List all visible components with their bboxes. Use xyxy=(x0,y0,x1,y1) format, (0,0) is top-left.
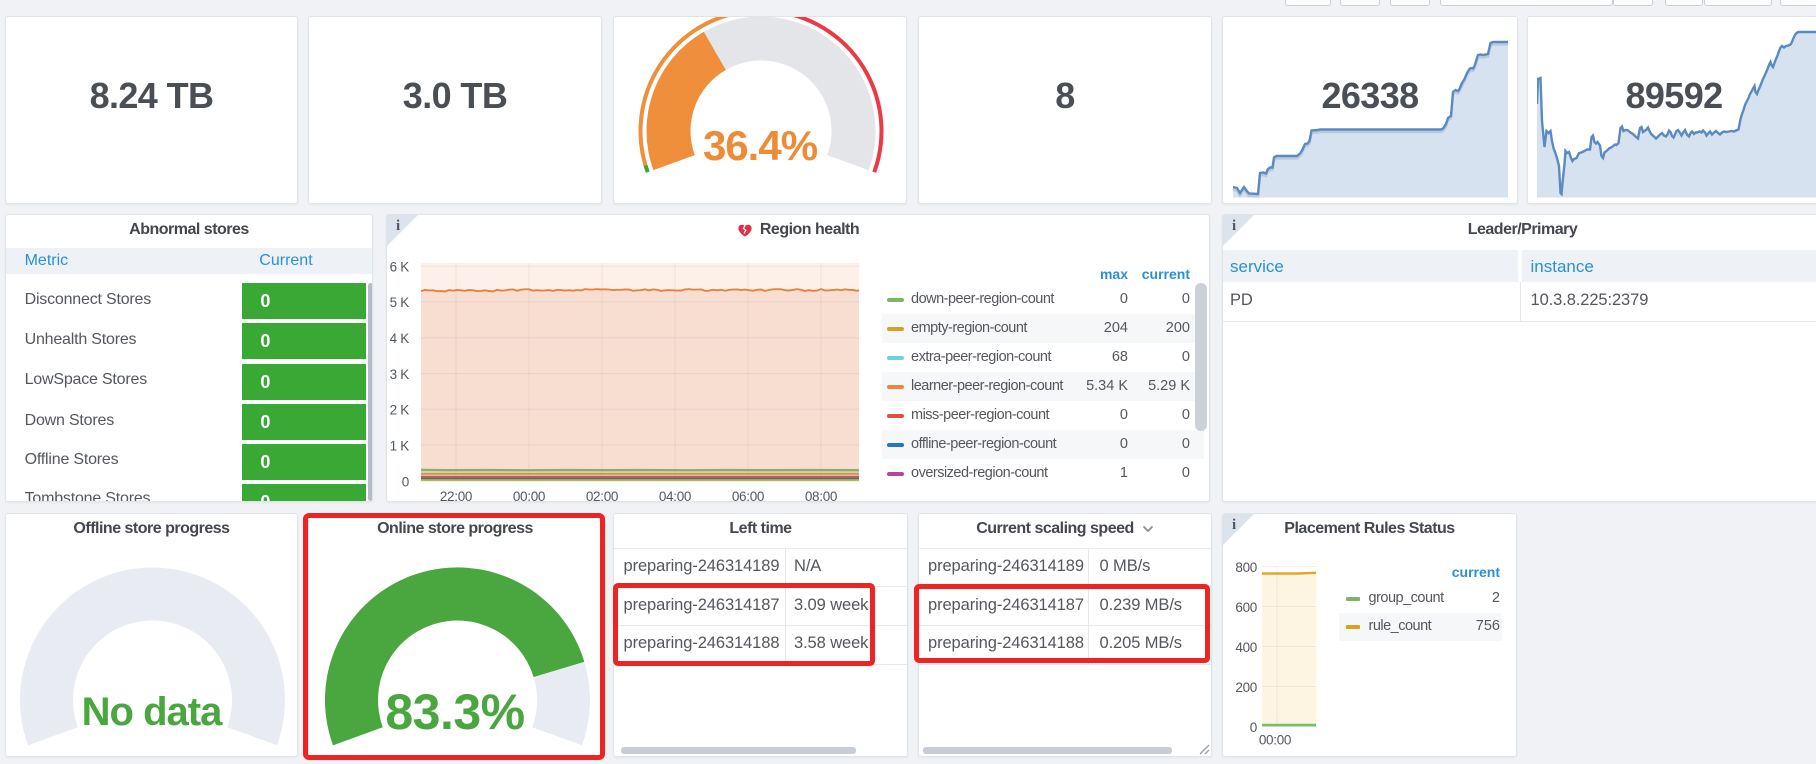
svg-text:06:00: 06:00 xyxy=(732,489,764,502)
svg-text:800: 800 xyxy=(1235,560,1257,575)
svg-text:00:00: 00:00 xyxy=(513,489,545,502)
svg-text:02:00: 02:00 xyxy=(586,489,618,502)
svg-text:22:00: 22:00 xyxy=(440,489,472,502)
svg-text:4 K: 4 K xyxy=(390,331,410,346)
svg-text:2 K: 2 K xyxy=(390,403,410,418)
svg-text:0: 0 xyxy=(402,474,409,489)
svg-text:00:00: 00:00 xyxy=(1259,733,1291,748)
svg-text:5 K: 5 K xyxy=(390,295,410,310)
svg-text:200: 200 xyxy=(1235,680,1257,695)
svg-text:600: 600 xyxy=(1235,600,1257,615)
svg-text:1 K: 1 K xyxy=(390,438,410,453)
svg-text:08:00: 08:00 xyxy=(805,489,837,502)
svg-text:3 K: 3 K xyxy=(390,367,410,382)
svg-text:400: 400 xyxy=(1235,640,1257,655)
svg-text:0: 0 xyxy=(1250,720,1257,735)
svg-text:6 K: 6 K xyxy=(390,260,410,275)
svg-text:04:00: 04:00 xyxy=(659,489,691,502)
